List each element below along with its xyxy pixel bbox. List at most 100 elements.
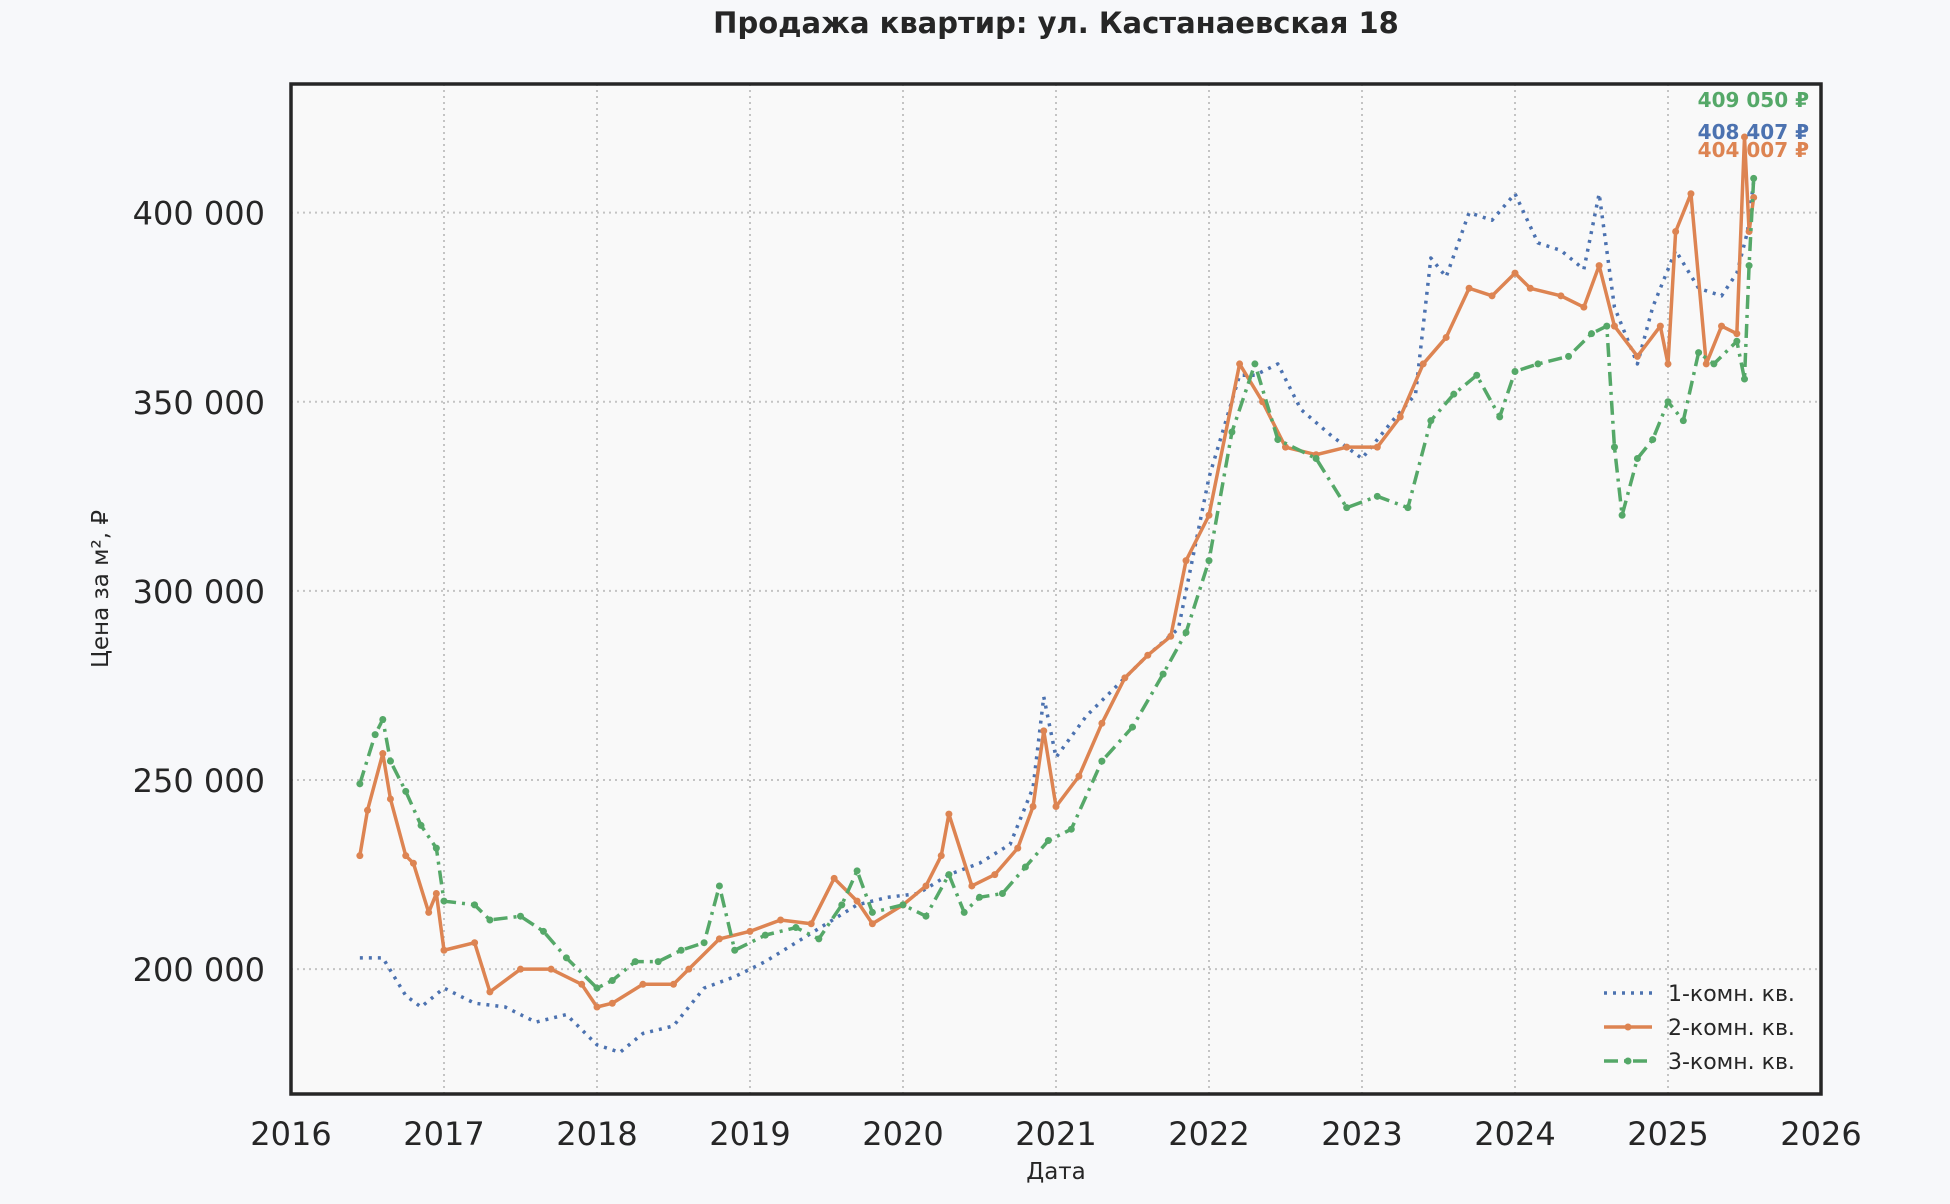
x-tick-label: 2022 <box>1168 1115 1249 1153</box>
data-point <box>1274 436 1282 444</box>
data-point <box>922 912 930 920</box>
x-tick-label: 2018 <box>556 1115 637 1153</box>
data-point <box>853 897 861 905</box>
legend-marker-2 <box>1624 1023 1632 1031</box>
data-point <box>807 920 815 928</box>
data-point <box>1121 674 1129 682</box>
data-point <box>1159 670 1167 678</box>
data-point <box>386 795 394 803</box>
data-point <box>1656 322 1664 330</box>
data-point <box>1396 413 1404 421</box>
data-point <box>1618 511 1626 519</box>
data-point <box>1702 360 1710 368</box>
data-point <box>1075 772 1083 780</box>
data-point <box>578 980 586 988</box>
data-point <box>608 999 616 1007</box>
data-point <box>1144 651 1152 659</box>
y-tick-label: 350 000 <box>133 384 265 422</box>
data-point <box>432 890 440 898</box>
data-point <box>1679 417 1687 425</box>
data-point <box>1052 803 1060 811</box>
data-point <box>1610 322 1618 330</box>
x-tick-label: 2020 <box>862 1115 943 1153</box>
legend: 1-комн. кв. 2-комн. кв. 3-комн. кв. <box>1604 982 1795 1075</box>
data-point <box>417 821 425 829</box>
data-point <box>1404 504 1412 512</box>
data-point <box>777 916 785 924</box>
data-point <box>1098 719 1106 727</box>
data-point <box>1373 443 1381 451</box>
x-tick-label: 2024 <box>1474 1115 1555 1153</box>
data-point <box>1741 133 1748 141</box>
data-point <box>868 920 876 928</box>
data-point <box>1129 723 1136 731</box>
data-point <box>432 844 440 852</box>
data-point <box>654 958 662 966</box>
data-point <box>838 901 846 909</box>
data-point <box>1343 504 1351 512</box>
data-point <box>731 946 739 954</box>
data-point <box>761 931 769 939</box>
data-point <box>1733 330 1741 338</box>
data-point <box>1098 757 1106 765</box>
data-point <box>1021 863 1029 871</box>
y-tick-label: 250 000 <box>133 762 265 800</box>
end-value-labels: 409 050 ₽ 408 407 ₽404 007 ₽ <box>1698 88 1809 162</box>
data-point <box>1718 322 1726 330</box>
data-point <box>1741 375 1748 383</box>
data-point <box>1343 443 1351 451</box>
data-point <box>562 954 570 962</box>
data-point <box>1664 360 1672 368</box>
data-point <box>547 965 555 973</box>
data-point <box>1588 330 1595 338</box>
data-point <box>922 882 930 890</box>
data-point <box>608 977 616 985</box>
data-point <box>1745 262 1753 270</box>
data-point <box>402 852 410 860</box>
data-point <box>1067 825 1075 833</box>
y-axis-ticks: 200 000 250 000 300 000 350 000 400 000 <box>133 195 265 990</box>
x-tick-label: 2017 <box>403 1115 484 1153</box>
data-point <box>1427 417 1435 425</box>
data-point <box>356 852 364 860</box>
data-point <box>1014 844 1022 852</box>
x-tick-label: 2023 <box>1321 1115 1402 1153</box>
data-point <box>1649 436 1657 444</box>
x-axis-ticks: 2016 2017 2018 2019 2020 2021 2022 2023 2024 2025… <box>250 1115 1861 1153</box>
data-point <box>1465 284 1473 292</box>
data-point <box>539 927 547 935</box>
data-point <box>1182 557 1190 565</box>
data-point <box>998 890 1006 898</box>
data-point <box>1511 269 1519 277</box>
data-point <box>746 927 754 935</box>
y-tick-label: 200 000 <box>133 951 265 989</box>
data-point <box>1167 632 1175 640</box>
data-point <box>371 731 379 739</box>
data-point <box>1526 284 1534 292</box>
data-point <box>1633 352 1641 360</box>
data-point <box>471 939 479 947</box>
data-point <box>1496 413 1504 421</box>
data-point <box>1205 557 1213 565</box>
y-tick-label: 400 000 <box>133 195 265 233</box>
data-point <box>1595 262 1603 270</box>
data-point <box>1633 454 1641 462</box>
data-point <box>1610 443 1618 451</box>
data-point <box>471 901 479 909</box>
data-point <box>700 939 708 947</box>
data-point <box>1182 629 1190 637</box>
data-point <box>1029 803 1037 811</box>
data-point <box>792 924 800 932</box>
x-tick-label: 2025 <box>1627 1115 1708 1153</box>
data-point <box>1419 360 1427 368</box>
end-value-label-2: 404 007 ₽ <box>1698 138 1809 162</box>
end-value-label-3: 409 050 ₽ <box>1698 88 1809 112</box>
data-point <box>945 810 953 818</box>
data-point <box>1580 303 1588 311</box>
series-3 <box>356 174 1758 992</box>
data-point <box>1664 398 1672 406</box>
data-point <box>1511 367 1519 375</box>
data-point <box>1044 837 1052 845</box>
x-axis-label: Дата <box>1026 1159 1086 1185</box>
